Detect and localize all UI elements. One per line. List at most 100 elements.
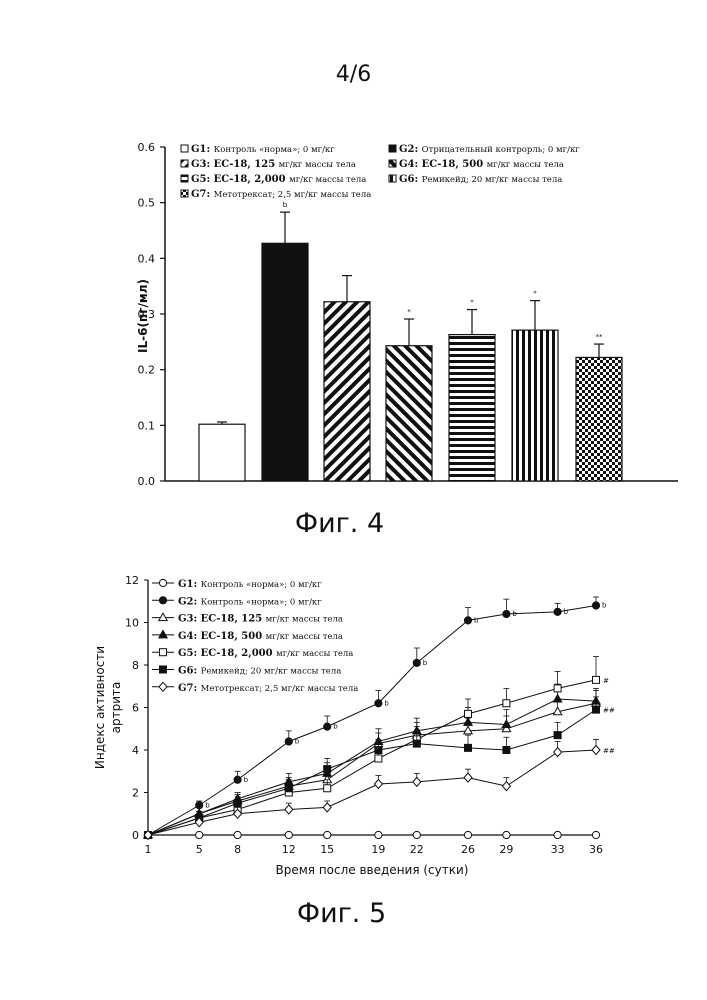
- bar-chart-il6: 0.00.10.20.30.40.50.6IL-6(пг/мл) b***** …: [136, 141, 678, 488]
- legend-entry-g5: G5: EC-18, 2,000 мг/кг массы тела: [191, 174, 366, 185]
- data-point: [591, 601, 601, 610]
- data-point: [462, 725, 474, 735]
- data-point: [323, 722, 332, 731]
- data-point: [592, 675, 600, 684]
- legend-entry-g2: G2: Отрицательный контрорль; 0 мг/кг: [399, 144, 580, 155]
- data-point: [322, 802, 332, 813]
- significance-mark: *: [533, 290, 537, 298]
- data-point: [552, 706, 563, 716]
- x-tick-label: 33: [551, 843, 565, 856]
- x-tick-label: 29: [499, 843, 513, 856]
- data-point: [462, 716, 474, 726]
- legend-swatch-g6: [388, 174, 397, 183]
- significance-mark: b: [564, 608, 569, 616]
- legend-swatch-g4: [388, 159, 397, 168]
- legend-swatch-g3: [180, 159, 189, 168]
- series-line: [147, 709, 597, 836]
- x-axis-title: Время после введения (сутки): [276, 863, 469, 877]
- bar-g4: [385, 345, 433, 482]
- legend-entry-g3: G3: EC-18, 125 мг/кг массы тела: [178, 614, 343, 625]
- legend-entry-g7: G7: Метотрексат; 2,5 мг/кг массы тела: [191, 189, 371, 200]
- data-point: [194, 816, 204, 828]
- data-point: [463, 616, 473, 625]
- data-point: [233, 775, 242, 784]
- series-line: [147, 702, 597, 836]
- y-axis-title: Индекс активности артрита: [93, 646, 123, 769]
- data-point: [412, 739, 421, 748]
- end-label: ##: [603, 747, 615, 755]
- legend-marker: [159, 665, 167, 674]
- data-point: [502, 830, 511, 840]
- legend-entry-g6: G6: Ремикейд; 20 мг/кг массы тела: [178, 666, 341, 677]
- y-tick-label: 12: [125, 574, 139, 587]
- legend-entry-g7: G7: Метотрексат; 2,5 мг/кг массы тела: [178, 683, 358, 694]
- data-point: [233, 830, 242, 840]
- significance-mark: b: [333, 723, 338, 731]
- legend-marker: [157, 629, 169, 639]
- data-point: [412, 776, 422, 788]
- x-tick-label: 8: [234, 843, 241, 856]
- data-point: [553, 731, 562, 740]
- y-tick-label: 0.0: [138, 475, 156, 488]
- legend-entry-g5: G5: EC-18, 2,000 мг/кг массы тела: [178, 648, 353, 659]
- x-tick-label: 26: [461, 843, 475, 856]
- data-point: [374, 746, 383, 754]
- y-tick-label: 0.3: [138, 308, 156, 321]
- legend-marker: [158, 578, 168, 588]
- data-point: [502, 609, 511, 619]
- series-1: [143, 830, 601, 840]
- series-2: b b b b b b b b b b: [143, 596, 607, 840]
- data-point: [412, 830, 421, 840]
- legend-entry-g1: G1: Контроль «норма»; 0 мг/кг: [191, 144, 335, 155]
- data-point: [464, 709, 472, 718]
- bar-g6: [511, 329, 559, 482]
- significance-mark: b: [244, 776, 249, 784]
- legend-entry-g1: G1: Контроль «норма»; 0 мг/кг: [178, 579, 322, 590]
- data-point: [374, 754, 383, 763]
- y-tick-label: 2: [132, 787, 139, 800]
- data-point: [195, 830, 204, 840]
- significance-mark: *: [407, 308, 411, 316]
- data-point: [553, 830, 562, 840]
- significance-mark: b: [512, 610, 517, 618]
- y-tick-label: 0.1: [138, 419, 156, 432]
- data-point: [412, 658, 421, 667]
- data-point: [501, 718, 512, 728]
- page-number: 4/6: [335, 62, 372, 87]
- data-point: [323, 765, 332, 774]
- significance-mark: b: [602, 602, 607, 610]
- data-point: [591, 744, 601, 756]
- data-point: [502, 746, 511, 754]
- data-point: [552, 746, 563, 758]
- significance-mark: b: [423, 659, 428, 667]
- significance-mark: b: [205, 801, 210, 809]
- data-point: [233, 799, 242, 808]
- data-point: [373, 778, 384, 790]
- legend-entry-g3: G3: EC-18, 125 мг/кг массы тела: [191, 159, 356, 170]
- legend-swatch-g1: [180, 144, 189, 153]
- legend-swatch-g2: [388, 144, 397, 153]
- data-point: [284, 804, 294, 815]
- y-tick-label: 4: [132, 744, 139, 757]
- y-tick-label: 0.4: [138, 252, 156, 265]
- series-6: ##: [144, 696, 615, 839]
- data-point: [464, 743, 472, 752]
- legend-entry-g4: G4: EC-18, 500 мг/кг массы тела: [178, 631, 343, 642]
- data-point: [502, 699, 511, 708]
- x-tick-label: 36: [589, 843, 603, 856]
- data-point: [323, 830, 332, 840]
- data-point: [143, 829, 153, 841]
- data-point: [591, 830, 601, 840]
- data-point: [501, 780, 512, 792]
- data-point: [284, 737, 293, 746]
- significance-mark: b: [283, 201, 288, 209]
- significance-mark: b: [474, 616, 479, 624]
- data-point: [553, 607, 562, 616]
- data-point: [374, 699, 383, 708]
- x-tick-label: 1: [145, 843, 152, 856]
- data-point: [284, 784, 293, 793]
- y-tick-label: 0.6: [138, 141, 156, 154]
- legend-marker: [157, 612, 169, 622]
- y-tick-label: 6: [132, 702, 139, 715]
